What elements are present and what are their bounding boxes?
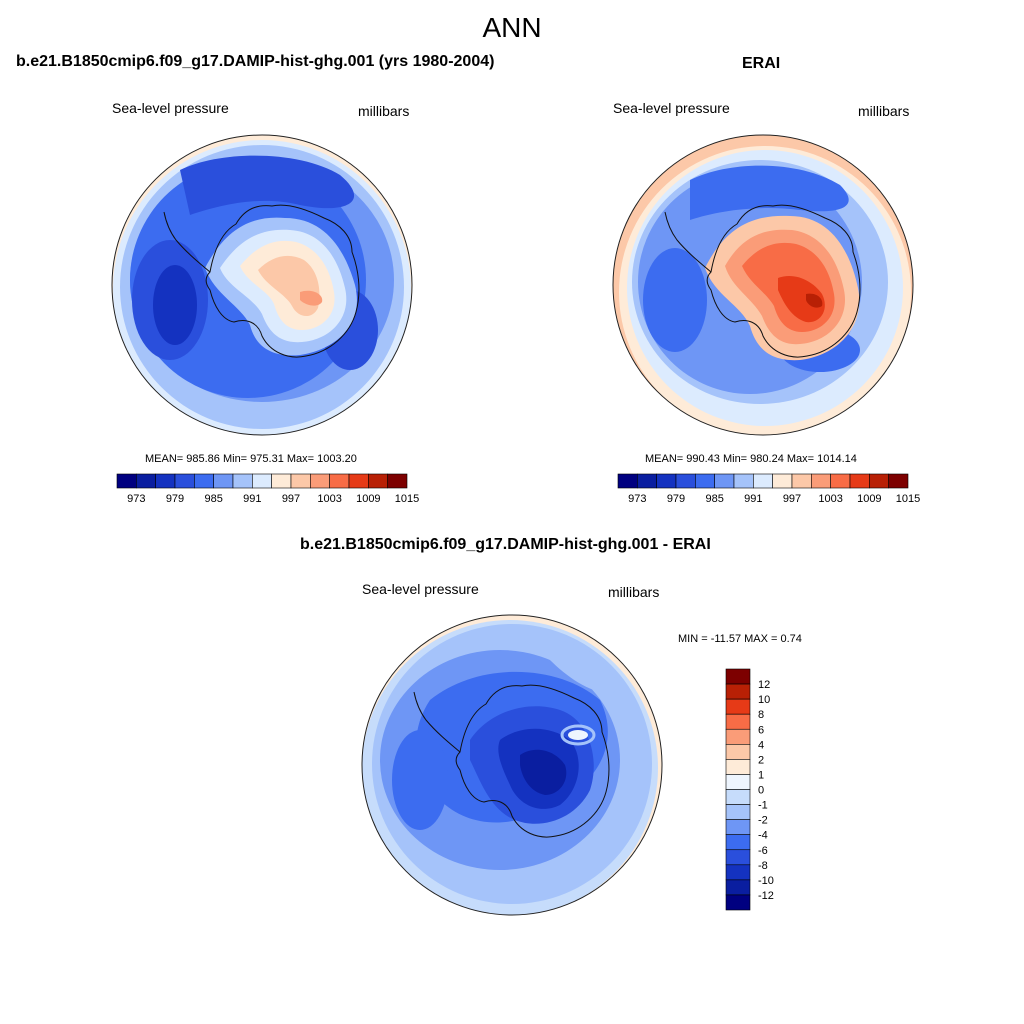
panel1-colorbar: 973 979 985 991 997 1003 1009 1015 — [116, 473, 419, 505]
panel3-right-label: millibars — [608, 584, 660, 600]
panel2-colorbar-tick-label: 1003 — [818, 493, 842, 505]
panel2-colorbar-tick-label: 1015 — [896, 493, 920, 505]
panel3-colorbar-box — [725, 849, 751, 866]
panel3-colorbar-box — [725, 683, 751, 700]
panel3-colorbar-box — [725, 668, 751, 685]
panel3-colorbar-tick-label: 8 — [758, 709, 764, 721]
panel1-colorbar-box — [252, 473, 272, 489]
panel2-colorbar-box — [656, 473, 677, 489]
panel3-colorbar-tick-label: 10 — [758, 694, 770, 706]
panel3-colorbar-box — [725, 864, 751, 881]
panel2-map — [612, 134, 914, 436]
panel2-colorbar-box — [791, 473, 812, 489]
panel2-colorbar-box — [675, 473, 696, 489]
panel3-colorbar-tick-label: 6 — [758, 724, 764, 736]
panel2-colorbar-tick-label: 973 — [628, 493, 646, 505]
panel1-left-label: Sea-level pressure — [112, 100, 229, 116]
panel3-colorbar-tick-label: 12 — [758, 679, 770, 691]
panel2-colorbar-tick-label: 985 — [705, 493, 723, 505]
panel1-colorbar-box — [232, 473, 253, 489]
panel3-colorbar-tick-label: 4 — [758, 739, 764, 751]
panel3-colorbar-tick-label: -12 — [758, 890, 774, 902]
panel3-stats: MIN = -11.57 MAX = 0.74 — [678, 633, 802, 645]
panel2-stats: MEAN= 990.43 Min= 980.24 Max= 1014.14 — [645, 453, 857, 465]
panel3-colorbar-tick-label: -4 — [758, 830, 768, 842]
panel3-colorbar-tick-label: 2 — [758, 754, 764, 766]
panel1-colorbar-box — [116, 473, 137, 489]
panel1-colorbar-box — [136, 473, 156, 489]
figure-title: ANN — [482, 12, 542, 43]
panel2-colorbar-tick-label: 997 — [783, 493, 801, 505]
panel2-colorbar-box — [695, 473, 715, 489]
panel1-colorbar-tick-label: 991 — [243, 493, 261, 505]
panel1-colorbar-box — [155, 473, 176, 489]
panel3-left-label: Sea-level pressure — [362, 581, 479, 597]
panel2-left-label: Sea-level pressure — [613, 100, 730, 116]
panel1-colorbar-box — [174, 473, 195, 489]
panel1-colorbar-tick-label: 985 — [204, 493, 222, 505]
panel3-colorbar-box — [725, 819, 751, 835]
panel1-title: b.e21.B1850cmip6.f09_g17.DAMIP-hist-ghg.… — [16, 53, 495, 70]
panel3-colorbar-box — [725, 834, 751, 851]
panel3-colorbar-box — [725, 728, 751, 745]
panel3-title: b.e21.B1850cmip6.f09_g17.DAMIP-hist-ghg.… — [300, 536, 711, 553]
panel3-colorbar-box — [725, 804, 751, 820]
panel1-colorbar-box — [368, 473, 388, 489]
panel3-map — [361, 614, 663, 916]
panel1-stats: MEAN= 985.86 Min= 975.31 Max= 1003.20 — [145, 453, 357, 465]
panel2-colorbar-box — [772, 473, 793, 489]
panel3-colorbar-box — [725, 879, 751, 896]
panel2-colorbar-box — [811, 473, 831, 489]
panel3-colorbar-tick-label: -6 — [758, 845, 768, 857]
panel1-colorbar-tick-label: 1009 — [356, 493, 380, 505]
panel3-colorbar-box — [725, 894, 751, 911]
panel3-colorbar-tick-label: 0 — [758, 785, 764, 797]
panel1-colorbar-box — [213, 473, 234, 489]
panel1-map — [111, 134, 413, 436]
panel2-colorbar-box — [617, 473, 638, 489]
panel2-colorbar-box — [753, 473, 773, 489]
panel1-colorbar-tick-label: 997 — [282, 493, 300, 505]
panel3-colorbar-tick-label: 1 — [758, 769, 764, 781]
panel1-colorbar-tick-label: 979 — [166, 493, 184, 505]
panel2-colorbar-box — [830, 473, 851, 489]
panel2-colorbar-box — [849, 473, 870, 489]
panel1-colorbar-box — [271, 473, 292, 489]
panel1-colorbar-tick-label: 973 — [127, 493, 145, 505]
panel1-colorbar-box — [290, 473, 311, 489]
panel3-colorbar-tick-label: -2 — [758, 815, 768, 827]
panel3-colorbar-box — [725, 713, 751, 730]
panel3-colorbar-tick-label: -1 — [758, 800, 768, 812]
panel3-colorbar-box — [725, 789, 751, 805]
panel3-colorbar-box — [725, 774, 751, 790]
panel2-colorbar-tick-label: 991 — [744, 493, 762, 505]
panel1-colorbar-tick-label: 1003 — [317, 493, 341, 505]
panel3-colorbar-box — [725, 759, 751, 775]
panel3-colorbar-box — [725, 744, 751, 760]
panel1-colorbar-box — [387, 473, 408, 489]
panel2-colorbar-box — [888, 473, 909, 489]
panel2-title: ERAI — [742, 55, 781, 72]
panel2-colorbar-box — [714, 473, 735, 489]
panel2-colorbar: 973 979 985 991 997 1003 1009 1015 — [617, 473, 920, 505]
panel2-colorbar-box — [637, 473, 657, 489]
panel1-colorbar-box — [194, 473, 214, 489]
panel3-colorbar-tick-label: -8 — [758, 860, 768, 872]
panel1-colorbar-tick-label: 1015 — [395, 493, 419, 505]
panel3-colorbar-tick-label: -10 — [758, 875, 774, 887]
panel3-colorbar-box — [725, 698, 751, 715]
panel1-colorbar-box — [348, 473, 369, 489]
panel1-colorbar-box — [329, 473, 350, 489]
panel2-right-label: millibars — [858, 103, 910, 119]
panel2-colorbar-tick-label: 979 — [667, 493, 685, 505]
panel1-right-label: millibars — [358, 103, 410, 119]
panel2-colorbar-box — [869, 473, 889, 489]
panel2-colorbar-box — [733, 473, 754, 489]
panel1-colorbar-box — [310, 473, 330, 489]
panel2-colorbar-tick-label: 1009 — [857, 493, 881, 505]
